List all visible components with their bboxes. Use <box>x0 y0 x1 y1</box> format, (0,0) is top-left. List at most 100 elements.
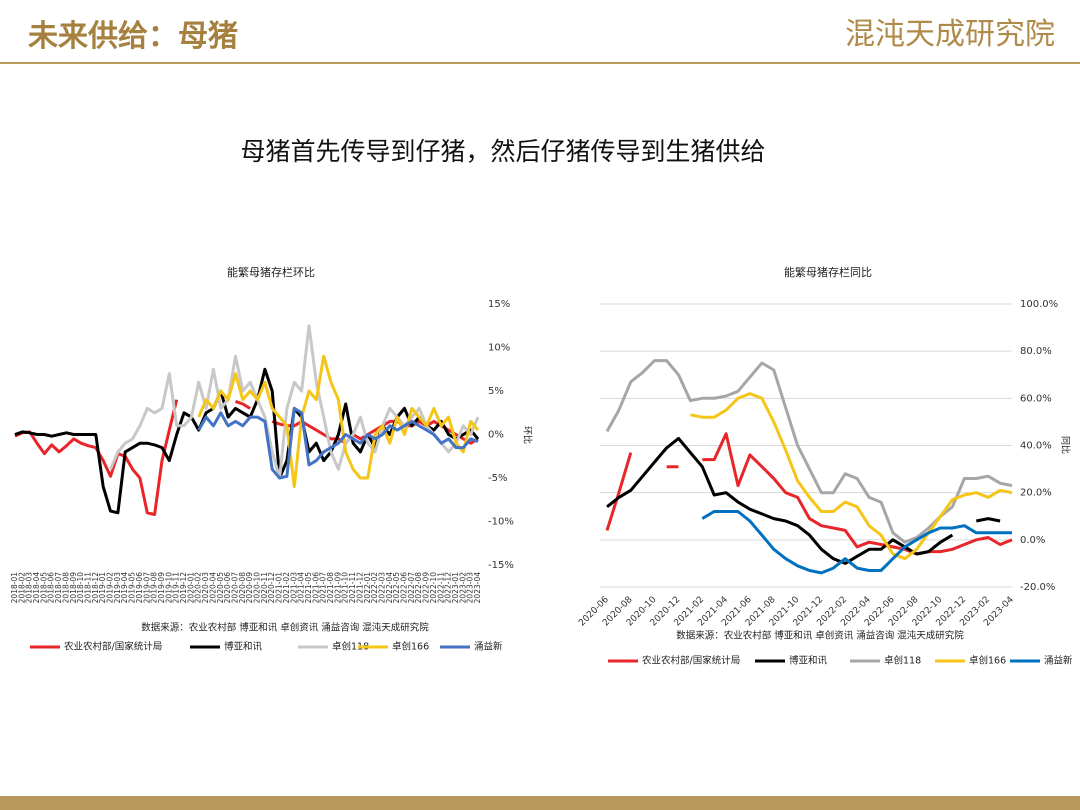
x-tick-label: 2018-05 <box>39 572 48 604</box>
x-tick-label: 2022-06 <box>400 572 409 604</box>
x-tick-label: 2022-11 <box>436 572 445 604</box>
x-tick-label: 2023-01 <box>451 572 460 604</box>
logo: 混沌天成研究院 <box>845 17 1055 52</box>
series-line <box>690 392 1013 561</box>
x-tick-label: 2021-01 <box>275 572 284 604</box>
series-line <box>606 436 1001 565</box>
chart-title: 能繁母猪存栏同比 <box>784 265 872 279</box>
x-tick-label: 2022-10 <box>429 572 438 604</box>
x-tick-label: 2019-06 <box>135 572 144 604</box>
x-tick-label: 2021-07 <box>319 572 328 604</box>
footer-band <box>0 796 1080 810</box>
y-tick-label: 40.0% <box>1020 441 1052 452</box>
y-tick-label: 60.0% <box>1020 393 1052 404</box>
x-tick-label: 2019-10 <box>164 572 173 604</box>
x-tick-label: 2021-12 <box>355 572 364 604</box>
legend-label: 卓创166 <box>392 641 429 653</box>
x-tick-label: 2019-04 <box>120 572 129 604</box>
x-tick-label: 2021-10 <box>341 572 350 604</box>
x-tick-label: 2022-12 <box>444 572 453 604</box>
x-tick-label: 2020-08 <box>238 572 247 604</box>
series-line <box>605 359 1013 544</box>
x-tick-label: 2019-03 <box>113 572 122 604</box>
x-tick-label: 2020-07 <box>230 572 239 604</box>
x-tick-label: 2018-10 <box>76 572 85 604</box>
x-tick-label: 2023-04 <box>473 572 482 604</box>
legend-label: 博亚和讯 <box>789 655 828 667</box>
x-tick-label: 2020-02 <box>194 572 203 604</box>
x-tick-label: 2020-10 <box>253 572 262 604</box>
x-tick-label: 2022-05 <box>392 572 401 604</box>
x-tick-label: 2020-05 <box>216 572 225 604</box>
x-tick-label: 2019-01 <box>98 572 107 604</box>
legend-label: 卓创118 <box>884 655 921 667</box>
y-tick-label: 80.0% <box>1020 346 1052 357</box>
x-tick-label: 2019-11 <box>172 572 181 604</box>
y-tick-label: -15% <box>488 560 514 571</box>
x-tick-label: 2018-08 <box>61 572 70 604</box>
x-tick-label: 2018-07 <box>54 572 63 604</box>
x-tick-label: 2018-11 <box>83 572 92 604</box>
x-tick-label: 2021-05 <box>304 572 313 604</box>
header-rule <box>0 62 1080 64</box>
x-tick-label: 2019-07 <box>142 572 151 604</box>
y-tick-label: -10% <box>488 517 514 528</box>
x-tick-label: 2023-02 <box>458 572 467 604</box>
x-tick-label: 2018-04 <box>32 572 41 604</box>
source-note: 数据来源：农业农村部 博亚和讯 卓创资讯 涌益咨询 混沌天成研究院 <box>141 622 429 634</box>
x-tick-label: 2019-09 <box>157 572 166 604</box>
y-tick-label: 5% <box>488 386 504 397</box>
x-tick-label: 2019-05 <box>128 572 137 604</box>
x-tick-label: 2019-12 <box>179 572 188 604</box>
x-tick-label: 2021-04 <box>297 572 306 604</box>
y-tick-label: 10% <box>488 343 510 354</box>
y-axis-label: 同比 <box>1060 436 1072 454</box>
x-tick-label: 2022-09 <box>422 572 431 604</box>
x-tick-label: 2020-04 <box>208 572 217 604</box>
chart-title: 能繁母猪存栏环比 <box>227 265 315 279</box>
legend-label: 卓创118 <box>332 641 369 653</box>
x-tick-label: 2021-06 <box>311 572 320 604</box>
series-line <box>197 354 480 489</box>
series-line <box>197 406 479 480</box>
series-line <box>701 510 1012 575</box>
x-tick-label: 2020-03 <box>201 572 210 604</box>
series-line <box>605 432 1013 556</box>
y-tick-label: 0.0% <box>1020 535 1045 546</box>
x-tick-label: 2021-08 <box>326 572 335 604</box>
x-tick-label: 2020-01 <box>186 572 195 604</box>
y-tick-label: -20.0% <box>1020 582 1055 593</box>
x-tick-label: 2018-03 <box>25 572 34 604</box>
legend-label: 涌益新 <box>474 641 503 653</box>
x-tick-label: 2020-06 <box>223 572 232 604</box>
x-tick-label: 2021-02 <box>282 572 291 604</box>
slide-title: 未来供给：母猪 <box>28 19 238 54</box>
x-tick-label: 2019-08 <box>150 572 159 604</box>
series-line <box>14 367 480 515</box>
legend-label: 农业农村部/国家统计局 <box>642 655 740 667</box>
x-tick-label: 2020-09 <box>245 572 254 604</box>
x-tick-label: 2018-06 <box>47 572 56 604</box>
x-tick-label: 2020-11 <box>260 572 269 604</box>
legend-label: 博亚和讯 <box>224 641 263 653</box>
x-tick-label: 2018-09 <box>69 572 78 604</box>
x-tick-label: 2022-07 <box>407 572 416 604</box>
x-tick-label: 2021-09 <box>333 572 342 604</box>
y-tick-label: 15% <box>488 299 510 310</box>
x-tick-label: 2018-02 <box>17 572 26 604</box>
x-tick-label: 2019-02 <box>106 572 115 604</box>
series-line <box>109 324 480 480</box>
x-tick-label: 2021-03 <box>289 572 298 604</box>
y-tick-label: 100.0% <box>1020 299 1058 310</box>
x-tick-label: 2022-04 <box>385 572 394 604</box>
y-tick-label: 20.0% <box>1020 488 1052 499</box>
x-tick-label: 2022-08 <box>414 572 423 604</box>
x-tick-label: 2018-12 <box>91 572 100 604</box>
x-tick-label: 2021-11 <box>348 572 357 604</box>
x-tick-label: 2020-12 <box>267 572 276 604</box>
x-tick-label: 2022-03 <box>377 572 386 604</box>
legend-label: 农业农村部/国家统计局 <box>64 641 162 653</box>
y-tick-label: 0% <box>488 430 504 441</box>
